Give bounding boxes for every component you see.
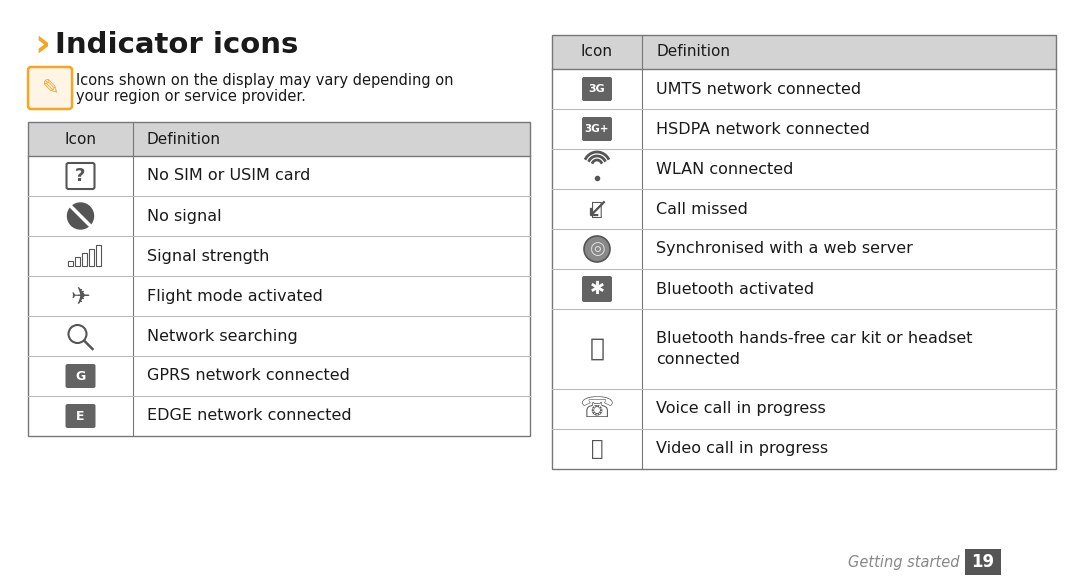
Text: G: G	[76, 370, 85, 383]
Text: 📵: 📵	[591, 199, 603, 219]
Text: 19: 19	[971, 553, 995, 571]
Text: No signal: No signal	[147, 209, 221, 223]
FancyBboxPatch shape	[28, 67, 72, 109]
Text: ?: ?	[76, 167, 85, 185]
Text: ✱: ✱	[590, 280, 605, 298]
Text: Icon: Icon	[65, 131, 96, 146]
Text: 🎧: 🎧	[590, 337, 605, 361]
Text: Getting started: Getting started	[849, 554, 960, 570]
Text: WLAN connected: WLAN connected	[656, 162, 794, 176]
Text: Definition: Definition	[656, 45, 730, 60]
FancyBboxPatch shape	[582, 77, 612, 101]
Bar	[552, 35, 1056, 69]
Text: ☏: ☏	[580, 395, 615, 423]
Text: E: E	[77, 410, 84, 423]
Bar	[28, 122, 530, 156]
FancyBboxPatch shape	[582, 276, 612, 302]
Text: 3G: 3G	[589, 84, 606, 94]
Circle shape	[67, 203, 94, 229]
Text: Indicator icons: Indicator icons	[55, 31, 298, 59]
Text: Definition: Definition	[147, 131, 221, 146]
Text: EDGE network connected: EDGE network connected	[147, 408, 352, 424]
Text: your region or service provider.: your region or service provider.	[76, 90, 306, 104]
Text: Call missed: Call missed	[656, 202, 747, 216]
Text: Bluetooth activated: Bluetooth activated	[656, 281, 814, 297]
Text: ✈: ✈	[70, 285, 91, 309]
Text: UMTS network connected: UMTS network connected	[656, 81, 861, 97]
FancyBboxPatch shape	[582, 117, 612, 141]
Bar	[75, 257, 80, 266]
Text: Flight mode activated: Flight mode activated	[147, 288, 323, 304]
Text: ✎: ✎	[41, 78, 58, 98]
Circle shape	[584, 236, 610, 262]
Bar	[966, 549, 1001, 575]
Text: Voice call in progress: Voice call in progress	[656, 401, 826, 417]
Text: HSDPA network connected: HSDPA network connected	[656, 121, 869, 137]
Text: Icons shown on the display may vary depending on: Icons shown on the display may vary depe…	[76, 73, 454, 88]
Text: Signal strength: Signal strength	[147, 248, 269, 264]
Text: Bluetooth hands-free car kit or headset
connected: Bluetooth hands-free car kit or headset …	[656, 331, 972, 367]
Text: Icon: Icon	[581, 45, 613, 60]
Text: Synchronised with a web server: Synchronised with a web server	[656, 241, 913, 257]
Bar	[67, 261, 72, 266]
Text: Network searching: Network searching	[147, 329, 298, 343]
Text: No SIM or USIM card: No SIM or USIM card	[147, 169, 310, 183]
Bar	[81, 253, 86, 266]
FancyBboxPatch shape	[66, 404, 95, 428]
Text: GPRS network connected: GPRS network connected	[147, 369, 350, 383]
Bar	[28, 122, 530, 436]
Text: 📹: 📹	[591, 439, 604, 459]
Text: 3G+: 3G+	[584, 124, 609, 134]
Bar	[89, 249, 94, 266]
FancyBboxPatch shape	[67, 163, 95, 189]
Text: ◎: ◎	[589, 240, 605, 258]
Text: ›: ›	[33, 26, 50, 64]
Bar	[552, 35, 1056, 469]
Bar	[95, 245, 100, 266]
Text: ↙: ↙	[585, 195, 609, 223]
FancyBboxPatch shape	[66, 364, 95, 388]
Text: Video call in progress: Video call in progress	[656, 441, 828, 456]
